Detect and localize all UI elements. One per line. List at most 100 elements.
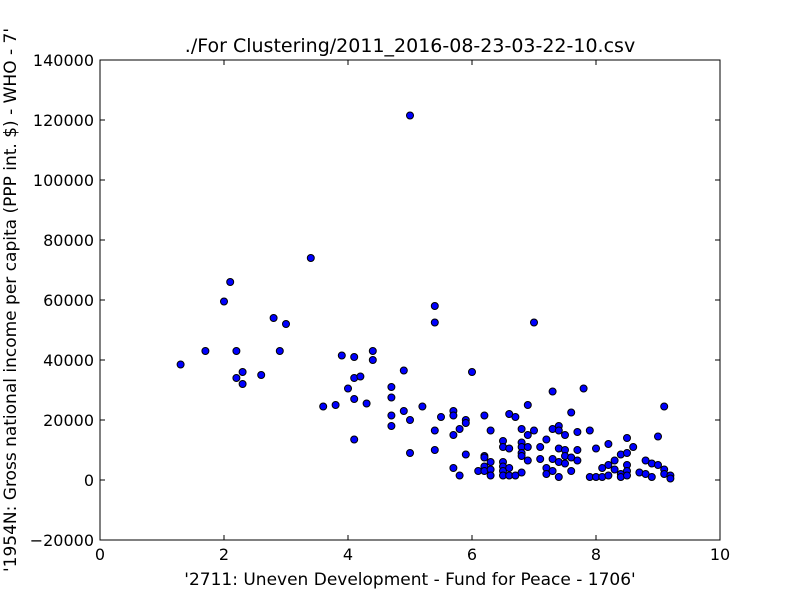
data-point [610, 465, 619, 474]
data-point [399, 366, 408, 375]
data-point [505, 444, 514, 453]
data-point [368, 356, 377, 364]
data-point [238, 368, 247, 376]
data-point [430, 426, 439, 435]
data-point [666, 474, 675, 483]
data-points [176, 111, 675, 483]
data-point [282, 320, 290, 328]
data-point [523, 431, 532, 439]
data-point [523, 456, 532, 465]
data-point [505, 410, 514, 418]
data-point [542, 470, 551, 478]
data-point [548, 387, 557, 396]
data-point [623, 471, 631, 480]
data-point [517, 468, 526, 477]
data-point [480, 453, 489, 462]
plot-frame [99, 59, 721, 541]
data-point [592, 444, 600, 453]
data-point [350, 353, 359, 361]
data-point [480, 411, 489, 420]
data-point [226, 278, 235, 286]
data-point [368, 347, 377, 355]
data-point [536, 455, 545, 463]
data-point [430, 318, 439, 327]
x-tick-label: 4 [343, 545, 353, 564]
data-point [449, 464, 458, 472]
y-tick-label: 140000 [33, 51, 94, 70]
data-point [647, 473, 656, 481]
x-tick-label: 2 [219, 545, 229, 564]
data-point [430, 302, 439, 310]
data-point [331, 401, 340, 409]
data-point [399, 407, 408, 415]
data-point [238, 380, 247, 388]
data-point [585, 426, 594, 435]
data-point [430, 446, 439, 454]
data-point [641, 470, 650, 478]
data-point [573, 428, 582, 436]
data-point [573, 456, 582, 465]
data-point [610, 456, 619, 465]
data-point [536, 443, 545, 451]
data-point [654, 461, 662, 469]
data-point [269, 314, 278, 322]
data-point [319, 402, 328, 411]
data-point [548, 467, 557, 475]
data-point [523, 401, 532, 409]
data-point [232, 374, 241, 382]
data-point [275, 347, 284, 355]
data-point [486, 471, 495, 480]
data-point [306, 254, 315, 262]
data-point [567, 408, 576, 417]
data-point [387, 422, 396, 430]
data-point [232, 347, 241, 355]
data-point [337, 351, 346, 360]
y-tick-label: 0 [84, 471, 94, 490]
chart-title: ./For Clustering/2011_2016-08-23-03-22-1… [185, 35, 635, 57]
y-tick-label: 100000 [33, 171, 94, 190]
data-point [561, 459, 569, 468]
data-point [418, 402, 427, 411]
x-tick-label: 8 [591, 545, 601, 564]
x-tick-label: 6 [467, 545, 477, 564]
data-point [387, 383, 396, 391]
x-axis-label: '2711: Uneven Development - Fund for Pea… [184, 570, 635, 590]
data-point [517, 452, 526, 460]
data-point [641, 456, 650, 465]
data-point [468, 368, 476, 376]
x-tick-label: 10 [710, 545, 730, 564]
data-point [629, 443, 638, 451]
data-point [387, 393, 396, 402]
data-point [542, 435, 551, 444]
data-point [604, 471, 613, 480]
data-point [449, 431, 458, 439]
data-point [486, 426, 495, 435]
y-tick-label: 20000 [43, 411, 94, 430]
data-point [350, 435, 359, 444]
data-point [344, 384, 352, 393]
data-point [604, 440, 613, 448]
data-point [455, 471, 464, 480]
data-point [548, 455, 557, 463]
data-point [660, 402, 669, 411]
data-point [356, 372, 365, 381]
y-tick-label: 120000 [33, 111, 94, 130]
data-point [567, 453, 576, 462]
data-point [530, 318, 538, 327]
y-tick-label: 80000 [43, 231, 94, 250]
data-point [511, 471, 520, 480]
data-point [486, 458, 495, 466]
data-point [461, 419, 470, 427]
data-point [505, 464, 514, 472]
data-point [437, 413, 445, 421]
data-point [406, 449, 414, 457]
data-point [567, 467, 576, 475]
y-tick-label: 60000 [43, 291, 94, 310]
data-point [511, 413, 520, 421]
data-point [604, 461, 613, 469]
x-tick-label: 0 [95, 545, 105, 564]
data-point [387, 411, 396, 420]
data-point [362, 399, 371, 408]
data-point [455, 425, 464, 433]
